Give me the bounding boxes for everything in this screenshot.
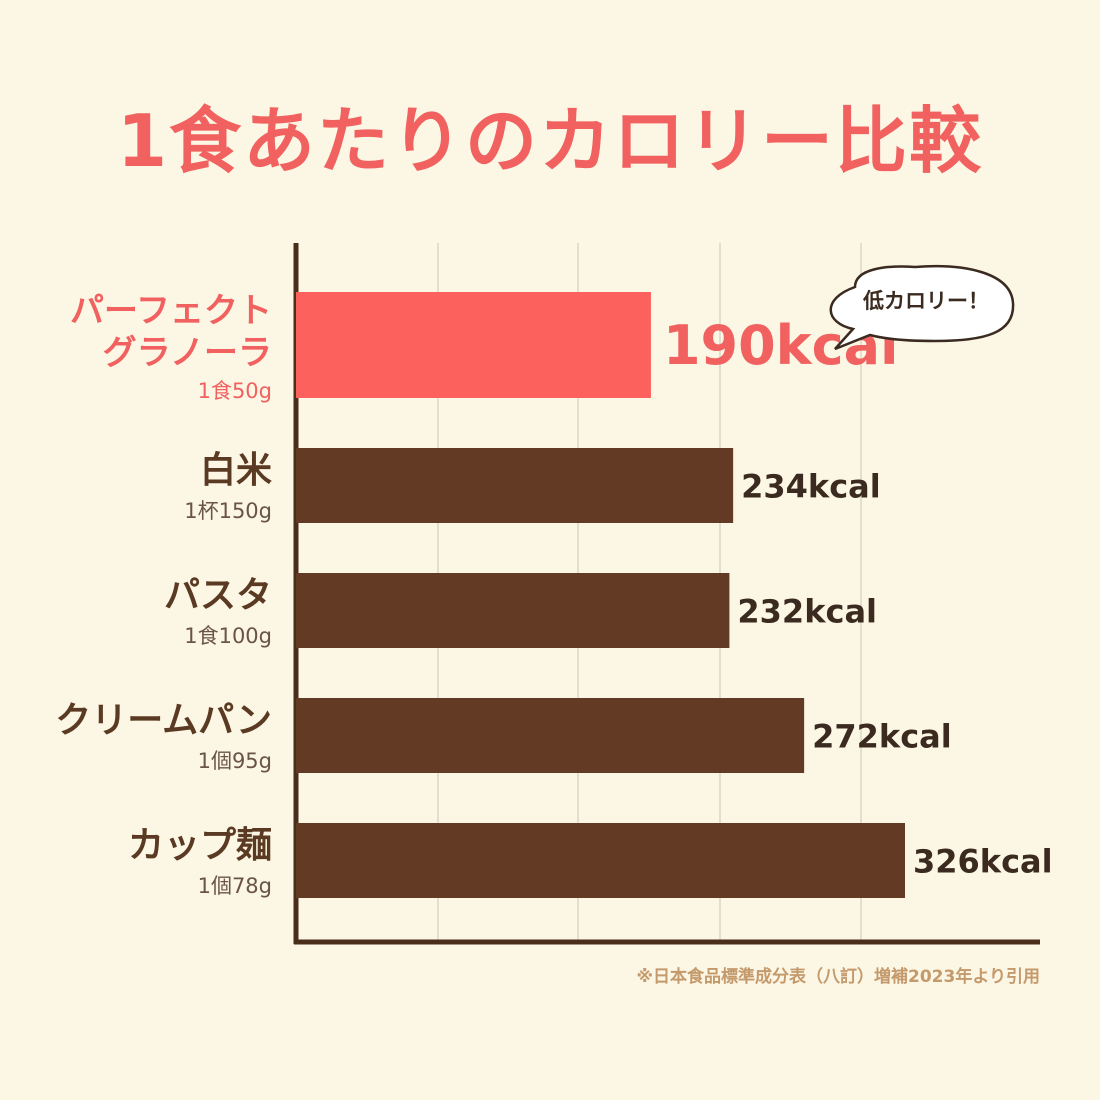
value-label-2: 234kcal	[741, 468, 881, 506]
value-label-3: 232kcal	[737, 593, 877, 631]
source-footnote: ※日本食品標準成分表（八訂）増補2023年より引用	[636, 967, 1040, 987]
category-name-4: クリームパン	[55, 700, 272, 741]
portion-label-4: 1個95g	[198, 749, 272, 773]
bar-3	[296, 573, 730, 648]
bar-5	[296, 823, 905, 898]
value-label-4: 272kcal	[812, 718, 952, 756]
portion-label-1: 1食50g	[198, 379, 272, 403]
bar-4	[296, 698, 805, 773]
speech-bubble-shape	[829, 264, 1015, 351]
category-name-5: カップ麺	[128, 825, 272, 866]
portion-label-2: 1杯150g	[184, 499, 272, 523]
portion-label-3: 1食100g	[184, 624, 272, 648]
category-name-3: パスタ	[164, 575, 272, 616]
value-label-5: 326kcal	[913, 843, 1053, 881]
category-name-1-line-1: パーフェクト	[70, 291, 272, 331]
category-name-1-line-2: グラノーラ	[103, 333, 272, 373]
bubble-text: 低カロリー！	[863, 289, 989, 313]
speech-bubble	[829, 264, 1015, 351]
category-name-2: 白米	[200, 450, 272, 491]
bar-1	[296, 292, 651, 398]
portion-label-5: 1個78g	[198, 874, 272, 898]
bar-2	[296, 448, 734, 523]
chart-title: 1食あたりのカロリー比較	[116, 99, 984, 183]
